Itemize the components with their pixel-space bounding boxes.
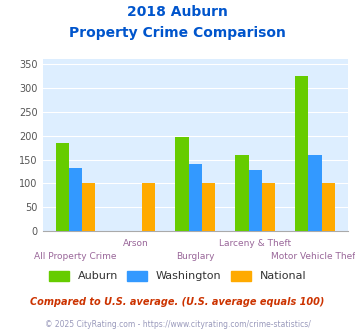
Legend: Auburn, Washington, National: Auburn, Washington, National [44, 266, 311, 286]
Bar [69, 168, 82, 231]
Text: Burglary: Burglary [176, 252, 214, 261]
Bar [82, 183, 95, 231]
Bar [235, 155, 248, 231]
Text: © 2025 CityRating.com - https://www.cityrating.com/crime-statistics/: © 2025 CityRating.com - https://www.city… [45, 320, 310, 329]
Text: Motor Vehicle Theft: Motor Vehicle Theft [271, 252, 355, 261]
Text: 2018 Auburn: 2018 Auburn [127, 5, 228, 19]
Bar [189, 164, 202, 231]
Bar [142, 183, 155, 231]
Bar [175, 137, 189, 231]
Text: Arson: Arson [122, 239, 148, 248]
Bar [202, 183, 215, 231]
Text: Larceny & Theft: Larceny & Theft [219, 239, 291, 248]
Text: Compared to U.S. average. (U.S. average equals 100): Compared to U.S. average. (U.S. average … [30, 297, 325, 307]
Bar [262, 183, 275, 231]
Bar [248, 170, 262, 231]
Text: All Property Crime: All Property Crime [34, 252, 117, 261]
Bar [308, 155, 322, 231]
Bar [295, 76, 308, 231]
Bar [56, 143, 69, 231]
Bar [322, 183, 335, 231]
Text: Property Crime Comparison: Property Crime Comparison [69, 26, 286, 40]
